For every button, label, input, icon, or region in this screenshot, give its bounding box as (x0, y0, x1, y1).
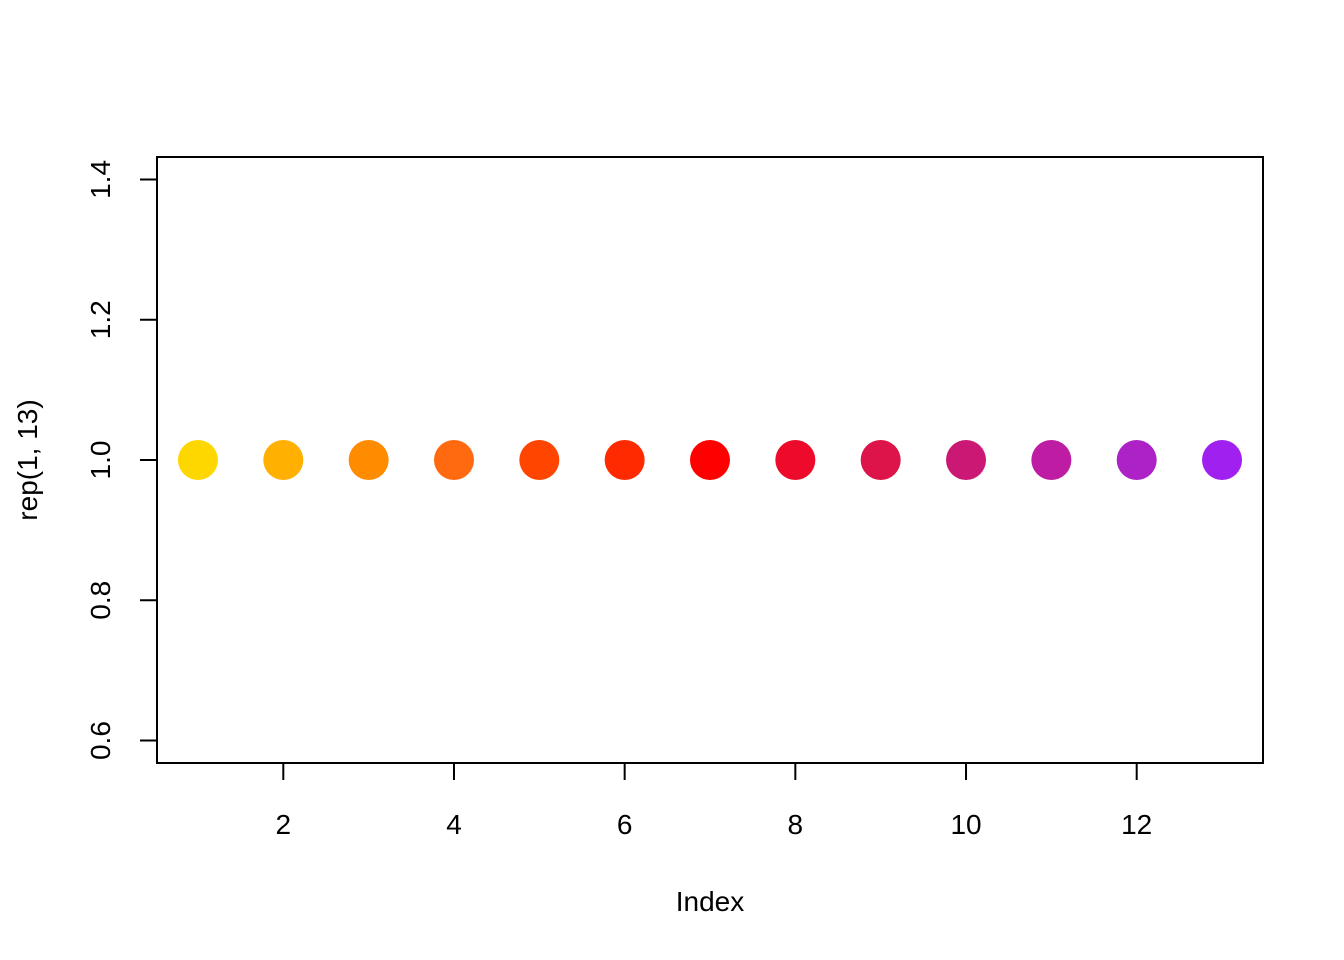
data-point (946, 440, 987, 480)
y-tick-label: 1.4 (85, 160, 116, 199)
y-tick-label: 0.6 (85, 721, 116, 760)
data-point (1202, 440, 1243, 480)
data-point (604, 440, 645, 480)
data-point (860, 440, 901, 480)
x-tick-label: 8 (788, 809, 804, 840)
x-tick-label: 6 (617, 809, 633, 840)
x-axis: 2 4 6 8 10 12 (276, 762, 1152, 840)
y-axis-label: rep(1, 13) (12, 399, 43, 520)
data-point (519, 440, 560, 480)
x-axis-label: Index (676, 886, 745, 917)
data-point (348, 440, 389, 480)
y-tick-label: 1.2 (85, 300, 116, 339)
data-point (433, 440, 474, 480)
y-axis: 0.6 0.8 1.0 1.2 1.4 (85, 160, 158, 760)
data-point (1031, 440, 1072, 480)
y-tick-label: 0.8 (85, 581, 116, 620)
x-tick-label: 10 (950, 809, 981, 840)
data-point (1116, 440, 1157, 480)
data-point (177, 440, 218, 480)
x-tick-label: 2 (276, 809, 292, 840)
data-point (690, 440, 730, 480)
data-point (775, 440, 816, 480)
y-tick-label: 1.0 (85, 441, 116, 480)
data-points (177, 440, 1243, 480)
x-tick-label: 12 (1121, 809, 1152, 840)
x-tick-label: 4 (446, 809, 462, 840)
data-point (263, 440, 304, 480)
